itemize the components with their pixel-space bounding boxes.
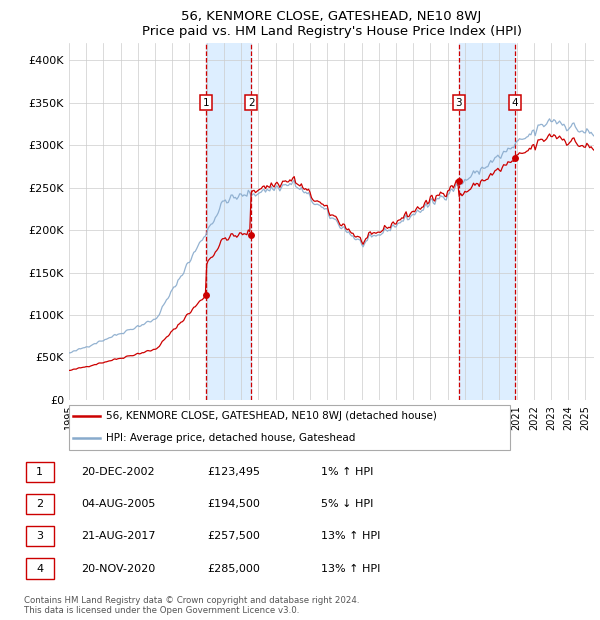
Text: £257,500: £257,500 [207, 531, 260, 541]
Title: 56, KENMORE CLOSE, GATESHEAD, NE10 8WJ
Price paid vs. HM Land Registry's House P: 56, KENMORE CLOSE, GATESHEAD, NE10 8WJ P… [142, 10, 521, 38]
FancyBboxPatch shape [69, 405, 510, 450]
Text: 2: 2 [248, 98, 254, 108]
Text: 3: 3 [455, 98, 462, 108]
FancyBboxPatch shape [26, 494, 53, 514]
Text: Contains HM Land Registry data © Crown copyright and database right 2024.
This d: Contains HM Land Registry data © Crown c… [24, 596, 359, 615]
Text: 20-NOV-2020: 20-NOV-2020 [81, 564, 155, 574]
FancyBboxPatch shape [26, 559, 53, 578]
Text: £194,500: £194,500 [207, 499, 260, 509]
Text: 21-AUG-2017: 21-AUG-2017 [81, 531, 155, 541]
Text: 20-DEC-2002: 20-DEC-2002 [81, 467, 155, 477]
Text: 04-AUG-2005: 04-AUG-2005 [81, 499, 155, 509]
Text: 1% ↑ HPI: 1% ↑ HPI [321, 467, 373, 477]
FancyBboxPatch shape [26, 462, 53, 482]
Text: 4: 4 [511, 98, 518, 108]
Text: £123,495: £123,495 [207, 467, 260, 477]
Text: 2: 2 [36, 499, 43, 509]
Text: HPI: Average price, detached house, Gateshead: HPI: Average price, detached house, Gate… [106, 433, 356, 443]
Text: 5% ↓ HPI: 5% ↓ HPI [321, 499, 373, 509]
Bar [459, 43, 515, 400]
Bar [206, 43, 251, 400]
Text: 56, KENMORE CLOSE, GATESHEAD, NE10 8WJ (detached house): 56, KENMORE CLOSE, GATESHEAD, NE10 8WJ (… [106, 411, 437, 421]
FancyBboxPatch shape [26, 526, 53, 546]
Text: 1: 1 [203, 98, 209, 108]
Text: £285,000: £285,000 [207, 564, 260, 574]
Text: 13% ↑ HPI: 13% ↑ HPI [321, 564, 380, 574]
Text: 1: 1 [36, 467, 43, 477]
Text: 4: 4 [36, 564, 43, 574]
Text: 3: 3 [36, 531, 43, 541]
Text: 13% ↑ HPI: 13% ↑ HPI [321, 531, 380, 541]
